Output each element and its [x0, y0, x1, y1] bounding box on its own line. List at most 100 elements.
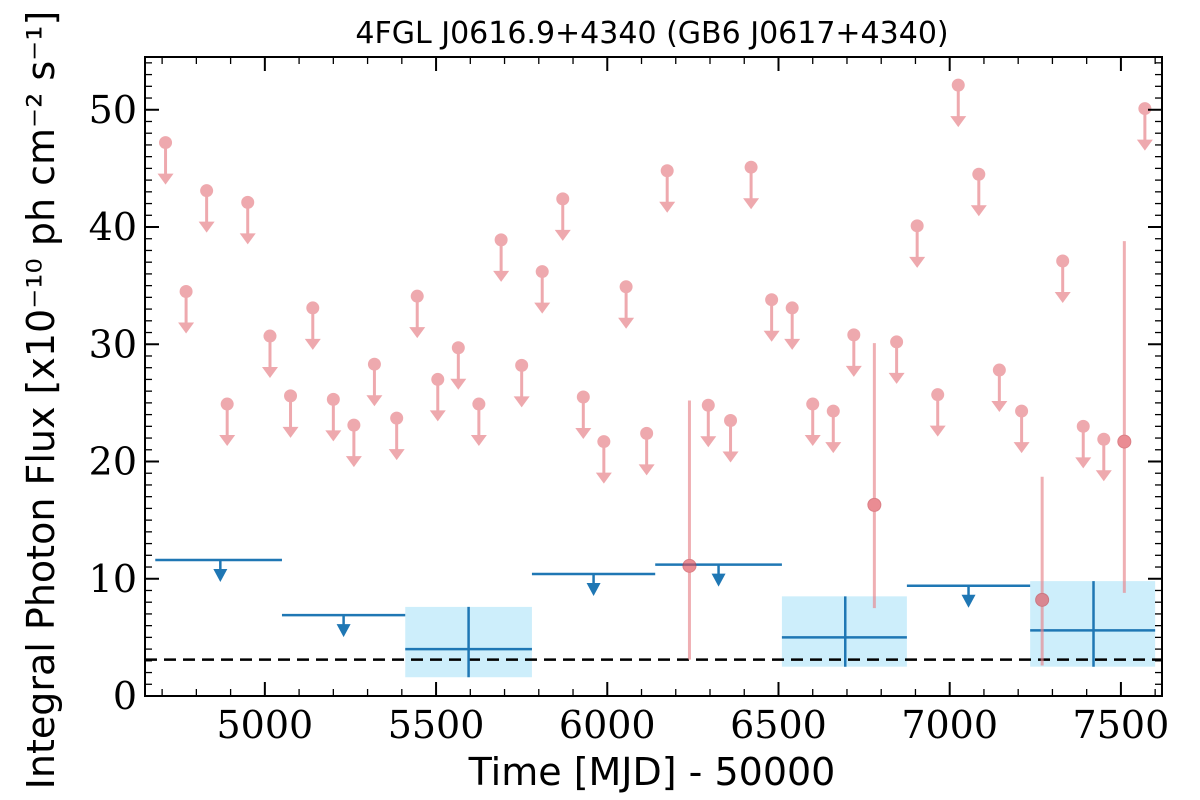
data-point — [159, 136, 173, 150]
data-point — [724, 413, 738, 427]
data-point — [576, 390, 590, 404]
arrow-head — [763, 330, 780, 342]
arrow-head — [888, 372, 905, 384]
data-point — [1015, 404, 1029, 418]
upper-limit-point — [219, 397, 236, 447]
y-tick-label: 40 — [89, 205, 137, 249]
arrow-head — [586, 583, 601, 597]
arrow-head — [595, 472, 612, 484]
upper-limit-bin-marker — [655, 563, 782, 587]
data-point — [494, 233, 508, 247]
upper-limit-bin-marker — [155, 558, 282, 582]
arrow-head — [554, 229, 571, 241]
upper-limit-point — [991, 363, 1008, 413]
data-point — [972, 167, 986, 181]
data-point — [890, 335, 904, 349]
data-point — [992, 363, 1006, 377]
arrow-head — [1054, 292, 1071, 304]
data-point — [682, 558, 697, 573]
data-point — [451, 341, 465, 355]
data-point — [619, 280, 633, 294]
upper-limit-point — [722, 413, 739, 463]
data-point — [535, 265, 549, 279]
arrow-head — [429, 410, 446, 422]
detection-point — [867, 343, 882, 609]
upper-limit-point — [618, 280, 635, 329]
arrow-head — [950, 116, 967, 128]
detection-bin-marker — [1030, 581, 1156, 667]
axis-ticks: 5000 5500 6000 6500 7000 7500 0 10 20 30 40 50 — [89, 57, 1169, 747]
data-point — [1035, 592, 1050, 607]
detection-point — [1035, 476, 1050, 666]
data-point — [597, 435, 611, 449]
y-tick-label: 10 — [89, 557, 137, 601]
arrow-head — [700, 436, 717, 448]
data-point — [765, 293, 779, 307]
y-tick-label: 50 — [89, 88, 137, 132]
data-point — [326, 392, 340, 406]
upper-limit-point — [325, 392, 342, 442]
data-point — [744, 160, 758, 174]
data-point — [826, 404, 840, 418]
upper-limit-point — [909, 219, 926, 268]
arrow-head — [909, 256, 926, 268]
arrow-head — [722, 451, 739, 463]
upper-limit-point — [825, 404, 842, 454]
upper-limit-point — [1054, 254, 1071, 304]
y-axis-label: Integral Photon Flux [x10⁻¹⁰ ph cm⁻² s⁻¹… — [19, 11, 63, 790]
upper-limit-point — [157, 136, 174, 185]
upper-limit-point — [409, 289, 426, 339]
data-point — [640, 426, 654, 440]
upper-limit-point — [282, 389, 299, 438]
upper-limit-point — [304, 301, 321, 350]
detection-point — [1117, 241, 1132, 593]
upper-limit-point — [595, 435, 612, 484]
arrow-head — [157, 173, 174, 185]
arrow-head — [304, 338, 321, 350]
plot-area — [145, 78, 1162, 678]
upper-limit-point — [970, 167, 987, 217]
detection-bin-marker — [405, 606, 532, 678]
arrow-head — [470, 435, 487, 447]
upper-limit-point — [1095, 432, 1112, 482]
arrow-head — [213, 568, 228, 582]
data-point — [367, 357, 381, 371]
upper-limit-point — [366, 357, 383, 407]
data-point — [847, 328, 861, 342]
x-tick-label: 7000 — [901, 703, 998, 747]
upper-limit-point — [198, 184, 215, 233]
arrow-head — [513, 396, 530, 408]
upper-limit-point — [784, 301, 801, 350]
upper-limit-point — [493, 233, 510, 282]
upper-limit-point — [700, 398, 717, 448]
data-point — [806, 397, 820, 411]
data-point — [951, 78, 965, 92]
data-point — [410, 289, 424, 303]
upper-limit-point — [429, 372, 446, 422]
data-point — [200, 184, 214, 198]
upper-limit-point — [929, 388, 946, 437]
upper-limit-bin-marker — [906, 584, 1031, 608]
upper-limit-point — [450, 341, 467, 390]
detection-bin-marker — [781, 596, 907, 667]
arrow-head — [804, 435, 821, 447]
arrow-head — [282, 426, 299, 438]
upper-limit-point — [950, 78, 967, 128]
data-point — [701, 398, 715, 412]
arrow-head — [409, 327, 426, 339]
y-tick-label: 30 — [89, 322, 137, 366]
arrow-head — [336, 624, 351, 638]
x-tick-label: 5500 — [388, 703, 485, 747]
arrow-head — [325, 430, 342, 442]
upper-limit-point — [888, 335, 905, 384]
arrow-head — [1013, 442, 1030, 454]
data-point — [179, 284, 193, 298]
x-tick-label: 6000 — [559, 703, 656, 747]
arrow-head — [970, 205, 987, 217]
data-point — [931, 388, 945, 402]
data-point — [1117, 434, 1132, 449]
arrow-head — [638, 464, 655, 476]
arrow-head — [784, 338, 801, 350]
data-point — [660, 164, 674, 178]
